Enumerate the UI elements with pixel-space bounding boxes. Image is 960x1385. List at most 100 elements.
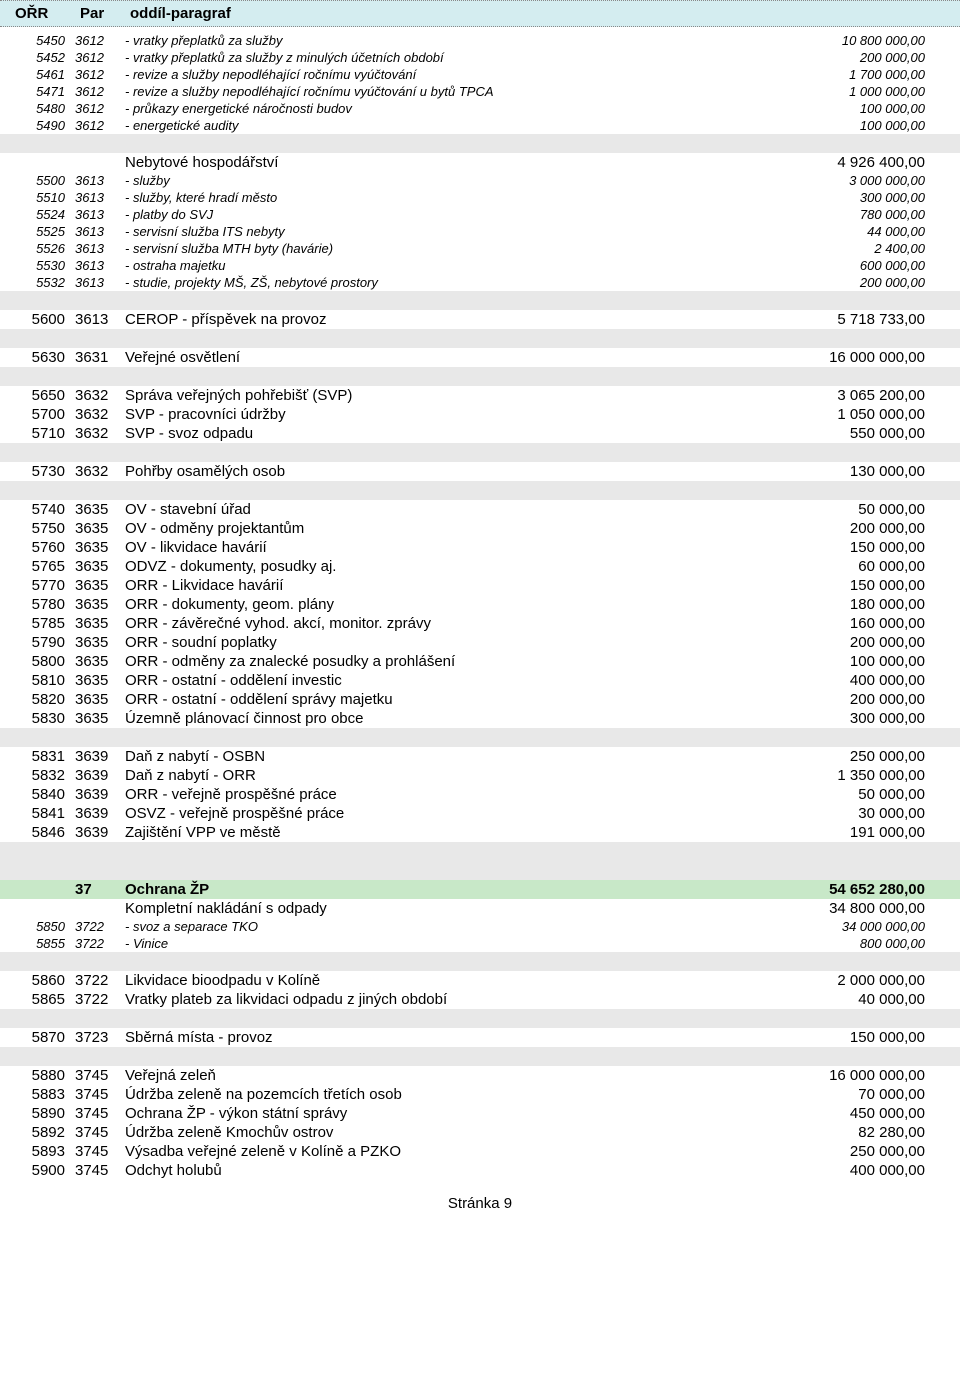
table-row: 58203635ORR - ostatní - oddělení správy … <box>0 690 960 709</box>
cell-par: 3635 <box>75 520 125 537</box>
cell-amount: 250 000,00 <box>745 1143 950 1160</box>
cell-orr: 5630 <box>10 349 75 366</box>
cell-amount: 200 000,00 <box>745 275 950 290</box>
cell-amount: 40 000,00 <box>745 991 950 1008</box>
cell-orr: 5524 <box>10 207 75 222</box>
cell-desc: Veřejné osvětlení <box>125 349 745 366</box>
cell-desc: OV - likvidace havárií <box>125 539 745 556</box>
cell-amount: 550 000,00 <box>745 425 950 442</box>
cell-orr: 5890 <box>10 1105 75 1122</box>
table-row: 57903635ORR - soudní poplatky200 000,00 <box>0 633 960 652</box>
cell-desc: - služby, které hradí město <box>125 190 745 205</box>
cell-desc: Územně plánovací činnost pro obce <box>125 710 745 727</box>
cell-orr <box>10 900 75 917</box>
table-row: 55103613- služby, které hradí město300 0… <box>0 189 960 206</box>
cell-desc: Ochrana ŽP - výkon státní správy <box>125 1105 745 1122</box>
cell-amount: 50 000,00 <box>745 501 950 518</box>
cell-orr: 5452 <box>10 50 75 65</box>
header-par: Par <box>80 5 130 22</box>
table-row: 54803612- průkazy energetické náročnosti… <box>0 100 960 117</box>
cell-par: 3639 <box>75 767 125 784</box>
cell-amount: 780 000,00 <box>745 207 950 222</box>
cell-desc: Veřejná zeleň <box>125 1067 745 1084</box>
table-row: 55263613- servisní služba MTH byty (havá… <box>0 240 960 257</box>
table-row <box>0 952 960 971</box>
cell-amount: 150 000,00 <box>745 577 950 594</box>
cell-par: 3745 <box>75 1143 125 1160</box>
cell-orr: 5770 <box>10 577 75 594</box>
table-row: 58403639ORR - veřejně prospěšné práce50 … <box>0 785 960 804</box>
cell-orr: 5740 <box>10 501 75 518</box>
cell-desc: Likvidace bioodpadu v Kolíně <box>125 972 745 989</box>
cell-desc: OSVZ - veřejně prospěšné práce <box>125 805 745 822</box>
cell-amount: 160 000,00 <box>745 615 950 632</box>
cell-orr: 5900 <box>10 1162 75 1179</box>
table-row: 57003632SVP - pracovníci údržby1 050 000… <box>0 405 960 424</box>
cell-desc: - revize a služby nepodléhající ročnímu … <box>125 67 745 82</box>
table-row: 54613612- revize a služby nepodléhající … <box>0 66 960 83</box>
table-row: 58323639Daň z nabytí - ORR1 350 000,00 <box>0 766 960 785</box>
cell-par: 3612 <box>75 67 125 82</box>
cell-orr: 5710 <box>10 425 75 442</box>
table-row: 55243613- platby do SVJ780 000,00 <box>0 206 960 223</box>
cell-orr: 5870 <box>10 1029 75 1046</box>
cell-par: 3613 <box>75 311 125 328</box>
cell-amount: 3 000 000,00 <box>745 173 950 188</box>
cell-par: 3632 <box>75 425 125 442</box>
table-header: OŘR Par oddíl-paragraf <box>0 0 960 27</box>
cell-desc: - platby do SVJ <box>125 207 745 222</box>
cell-orr: 5830 <box>10 710 75 727</box>
table-row <box>0 367 960 386</box>
cell-orr: 5820 <box>10 691 75 708</box>
cell-desc: Údržba zeleně Kmochův ostrov <box>125 1124 745 1141</box>
cell-amount: 50 000,00 <box>745 786 950 803</box>
table-row <box>0 728 960 747</box>
cell-desc: - vratky přeplatků za služby <box>125 33 745 48</box>
cell-par: 3639 <box>75 748 125 765</box>
table-row: 57703635ORR - Likvidace havárií150 000,0… <box>0 576 960 595</box>
cell-desc: Výsadba veřejné zeleně v Kolíně a PZKO <box>125 1143 745 1160</box>
table-row <box>0 1047 960 1066</box>
table-row: 58653722Vratky plateb za likvidaci odpad… <box>0 990 960 1009</box>
cell-orr: 5850 <box>10 919 75 934</box>
cell-par: 3631 <box>75 349 125 366</box>
cell-desc: - energetické audity <box>125 118 745 133</box>
cell-par: 3745 <box>75 1086 125 1103</box>
cell-orr: 5730 <box>10 463 75 480</box>
cell-amount: 200 000,00 <box>745 50 950 65</box>
table-row: 58553722- Vinice800 000,00 <box>0 935 960 952</box>
table-row: 58903745Ochrana ŽP - výkon státní správy… <box>0 1104 960 1123</box>
cell-orr: 5840 <box>10 786 75 803</box>
cell-amount: 34 800 000,00 <box>745 900 950 917</box>
table-row: 54713612- revize a služby nepodléhající … <box>0 83 960 100</box>
cell-orr: 5480 <box>10 101 75 116</box>
table-row: 54903612- energetické audity100 000,00 <box>0 117 960 134</box>
cell-orr: 5800 <box>10 653 75 670</box>
cell-par: 3745 <box>75 1162 125 1179</box>
cell-par: 3612 <box>75 101 125 116</box>
cell-amount: 191 000,00 <box>745 824 950 841</box>
cell-desc: - servisní služba MTH byty (havárie) <box>125 241 745 256</box>
cell-desc: Vratky plateb za likvidaci odpadu z jiný… <box>125 991 745 1008</box>
cell-par: 3635 <box>75 691 125 708</box>
table-row: 56503632Správa veřejných pohřebišť (SVP)… <box>0 386 960 405</box>
table-row: 57303632Pohřby osamělých osob130 000,00 <box>0 462 960 481</box>
cell-par: 3639 <box>75 786 125 803</box>
cell-par: 37 <box>75 881 125 898</box>
cell-amount: 100 000,00 <box>745 118 950 133</box>
header-amt <box>745 5 950 22</box>
table-row: 54503612- vratky přeplatků za služby10 8… <box>0 32 960 49</box>
table-row: 57503635OV - odměny projektantům200 000,… <box>0 519 960 538</box>
cell-orr: 5883 <box>10 1086 75 1103</box>
table-row: 59003745Odchyt holubů400 000,00 <box>0 1161 960 1180</box>
cell-desc: CEROP - příspěvek na provoz <box>125 311 745 328</box>
header-orr: OŘR <box>10 5 80 22</box>
cell-desc: Údržba zeleně na pozemcích třetích osob <box>125 1086 745 1103</box>
cell-par: 3612 <box>75 33 125 48</box>
cell-amount: 300 000,00 <box>745 710 950 727</box>
cell-par: 3723 <box>75 1029 125 1046</box>
table-row: 58503722- svoz a separace TKO34 000 000,… <box>0 918 960 935</box>
cell-orr: 5450 <box>10 33 75 48</box>
cell-orr <box>10 881 75 898</box>
cell-desc: Odchyt holubů <box>125 1162 745 1179</box>
